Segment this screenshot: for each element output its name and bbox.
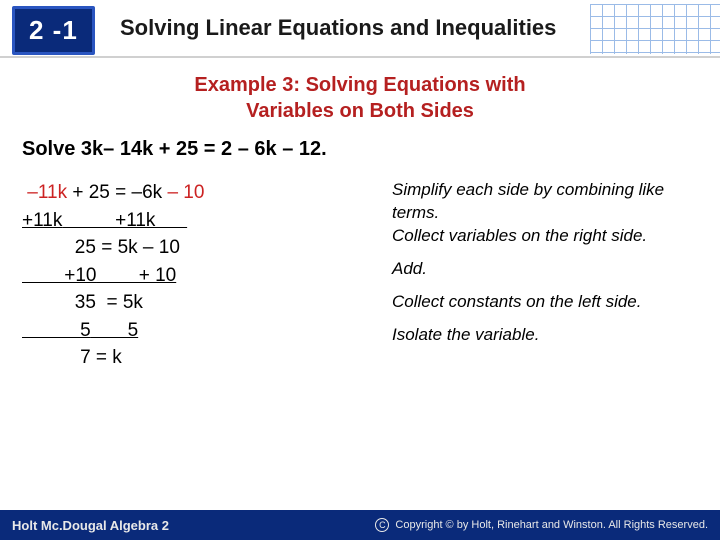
step-1-red-left: –11k <box>22 182 67 203</box>
example-title-line1: Example 3: Solving Equations with <box>22 72 698 98</box>
footer-copyright-text: Copyright © by Holt, Rinehart and Winsto… <box>395 519 708 531</box>
step-5: 35 = 5k <box>22 289 382 317</box>
step-6-right: 5 <box>91 320 139 341</box>
step-7: 7 = k <box>22 344 382 372</box>
section-badge: 2 -1 <box>12 6 95 55</box>
step-2-right: +11k <box>62 210 187 231</box>
step-4-right: + 10 <box>96 265 176 286</box>
footer-textbook: Holt Mc.Dougal Algebra 2 <box>12 518 169 533</box>
explain-4: Isolate the variable. <box>392 324 698 347</box>
explain-1b: Collect variables on the right side. <box>392 225 698 248</box>
solution-steps: –11k + 25 = –6k – 10 +11k +11k 25 = 5k –… <box>22 179 382 372</box>
problem-statement: Solve 3k– 14k + 25 = 2 – 6k – 12. <box>22 138 698 161</box>
step-1-mid: + 25 = –6k <box>67 182 167 203</box>
chapter-title: Solving Linear Equations and Inequalitie… <box>120 15 556 41</box>
content: Example 3: Solving Equations with Variab… <box>0 58 720 372</box>
explain-3: Collect constants on the left side. <box>392 291 698 314</box>
explain-1: Simplify each side by combining like ter… <box>392 179 698 248</box>
explain-1a: Simplify each side by combining like ter… <box>392 179 698 225</box>
copyright-icon: C <box>375 518 389 532</box>
step-6-left: 5 <box>22 320 91 341</box>
grid-decoration <box>590 4 720 54</box>
step-1-red-right: – 10 <box>167 182 204 203</box>
work-area: –11k + 25 = –6k – 10 +11k +11k 25 = 5k –… <box>22 179 698 372</box>
explanations: Simplify each side by combining like ter… <box>392 179 698 372</box>
step-2: +11k +11k <box>22 207 382 235</box>
step-4: +10 + 10 <box>22 262 382 290</box>
header: 2 -1 Solving Linear Equations and Inequa… <box>0 0 720 58</box>
step-1: –11k + 25 = –6k – 10 <box>22 179 382 207</box>
step-2-left: +11k <box>22 210 62 231</box>
step-4-left: +10 <box>22 265 96 286</box>
step-6: 5 5 <box>22 317 382 345</box>
explain-2: Add. <box>392 258 698 281</box>
example-title: Example 3: Solving Equations with Variab… <box>22 72 698 124</box>
example-title-line2: Variables on Both Sides <box>22 98 698 124</box>
step-3: 25 = 5k – 10 <box>22 234 382 262</box>
footer: Holt Mc.Dougal Algebra 2 C Copyright © b… <box>0 510 720 540</box>
footer-copyright: C Copyright © by Holt, Rinehart and Wins… <box>375 518 708 532</box>
